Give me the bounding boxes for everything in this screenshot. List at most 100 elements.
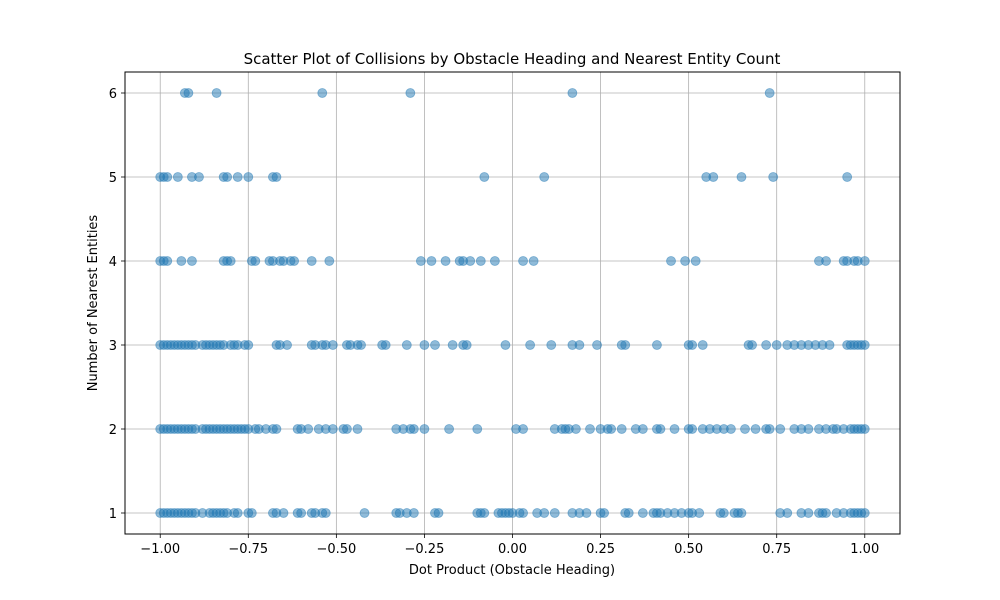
data-point <box>680 256 691 266</box>
data-point <box>518 256 528 266</box>
data-point <box>211 88 222 98</box>
data-point <box>243 340 254 350</box>
data-point <box>771 340 782 350</box>
data-point <box>687 424 698 434</box>
data-point <box>821 508 831 518</box>
data-point <box>571 424 581 434</box>
data-point <box>289 256 299 266</box>
data-point <box>764 88 775 98</box>
data-point <box>408 508 419 518</box>
data-point <box>225 256 236 266</box>
data-point <box>303 424 314 434</box>
data-point <box>518 424 528 434</box>
data-point <box>183 88 194 98</box>
data-point <box>567 88 578 98</box>
data-point <box>250 256 261 266</box>
data-point <box>666 256 676 266</box>
data-point <box>539 172 550 182</box>
data-point <box>246 508 257 518</box>
data-point <box>405 88 416 98</box>
data-point <box>549 508 560 518</box>
data-point <box>824 340 835 350</box>
data-point <box>736 508 747 518</box>
data-point <box>380 340 391 350</box>
data-point <box>803 508 814 518</box>
data-point <box>430 340 440 350</box>
y-tick-label: 4 <box>109 255 117 270</box>
data-point <box>479 508 490 518</box>
data-point <box>352 424 363 434</box>
data-point <box>187 256 197 266</box>
data-point <box>489 256 500 266</box>
data-point <box>194 172 204 182</box>
data-point <box>694 508 705 518</box>
x-tick-label: 0.50 <box>674 542 703 557</box>
data-point <box>440 256 451 266</box>
data-point <box>320 508 331 518</box>
data-point <box>162 172 173 182</box>
data-point <box>232 508 243 518</box>
data-point <box>637 508 648 518</box>
data-point <box>736 172 747 182</box>
data-point <box>433 508 444 518</box>
data-point <box>620 340 631 350</box>
data-point <box>444 424 454 434</box>
y-tick-label: 1 <box>109 507 117 522</box>
data-point <box>574 340 585 350</box>
data-point <box>528 256 539 266</box>
data-point <box>585 424 595 434</box>
y-tick-label: 3 <box>109 339 117 354</box>
data-point <box>747 340 757 350</box>
data-point <box>592 340 602 350</box>
data-point <box>782 508 793 518</box>
data-point <box>426 256 437 266</box>
data-point <box>842 172 853 182</box>
data-point <box>416 256 426 266</box>
x-axis-ticks: −1.00 −0.75 −0.50 −0.25 0.00 0.25 0.50 0.75 1.00 <box>140 534 879 557</box>
data-point <box>821 256 831 266</box>
x-tick-label: 0.25 <box>586 542 615 557</box>
data-point <box>465 256 476 266</box>
data-point <box>479 172 490 182</box>
data-point <box>475 256 486 266</box>
data-point <box>271 424 282 434</box>
data-point <box>500 340 511 350</box>
data-point <box>764 424 775 434</box>
data-point <box>447 340 458 350</box>
data-point <box>327 424 338 434</box>
data-point <box>718 508 729 518</box>
data-point <box>525 340 536 350</box>
x-tick-label: 1.00 <box>850 542 879 557</box>
x-tick-label: −0.75 <box>228 542 268 557</box>
y-axis-ticks: 1 2 3 4 5 6 <box>109 87 125 522</box>
y-axis-label: Number of Nearest Entities <box>86 215 101 392</box>
data-point <box>282 340 292 350</box>
data-point <box>616 424 627 434</box>
data-point <box>690 256 701 266</box>
data-point <box>461 340 472 350</box>
data-point <box>296 508 307 518</box>
x-tick-label: −1.00 <box>140 542 180 557</box>
data-point <box>803 424 814 434</box>
y-tick-label: 2 <box>109 423 117 438</box>
data-point <box>708 172 719 182</box>
data-point <box>859 508 870 518</box>
data-points <box>155 88 870 518</box>
x-axis-label: Dot Product (Obstacle Heading) <box>409 563 615 578</box>
data-point <box>359 508 370 518</box>
data-point <box>472 424 483 434</box>
data-point <box>687 340 698 350</box>
y-tick-label: 6 <box>109 87 117 102</box>
data-point <box>740 424 750 434</box>
data-point <box>271 172 282 182</box>
data-point <box>222 172 233 182</box>
data-point <box>176 256 187 266</box>
data-point <box>243 172 254 182</box>
data-point <box>623 508 634 518</box>
data-point <box>327 340 338 350</box>
data-point <box>356 340 366 350</box>
data-point <box>750 424 761 434</box>
x-tick-label: 0.75 <box>762 542 791 557</box>
data-point <box>652 340 662 350</box>
data-point <box>342 424 352 434</box>
